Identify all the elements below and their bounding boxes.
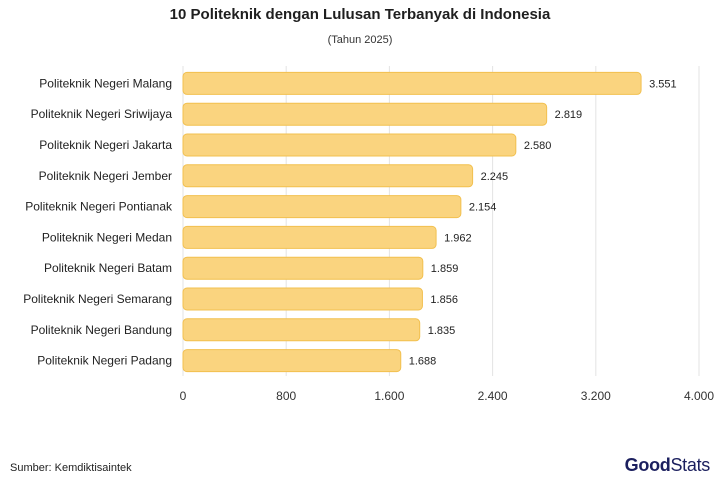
source-note: Sumber: Kemdiktisaintek — [10, 462, 132, 474]
category-label: Politeknik Negeri Medan — [42, 230, 172, 244]
category-label: Politeknik Negeri Jember — [39, 169, 172, 183]
chart-title: 10 Politeknik dengan Lulusan Terbanyak d… — [169, 6, 551, 23]
value-label: 1.835 — [428, 325, 456, 337]
value-label: 2.580 — [524, 140, 552, 152]
category-label: Politeknik Negeri Jakarta — [39, 138, 172, 152]
brand-good: Good — [624, 455, 671, 475]
category-label: Politeknik Negeri Pontianak — [25, 200, 173, 214]
bar — [182, 225, 437, 249]
bar — [182, 133, 517, 157]
value-label: 2.154 — [469, 202, 497, 214]
x-tick-label: 800 — [276, 389, 296, 403]
bar — [182, 195, 462, 219]
value-label: 3.551 — [649, 78, 677, 90]
bar — [182, 102, 548, 126]
brand-stats: Stats — [670, 455, 710, 475]
bar — [182, 256, 424, 280]
value-label: 2.819 — [555, 109, 583, 121]
value-label: 1.859 — [431, 263, 459, 275]
value-label: 2.245 — [481, 171, 509, 183]
value-label: 1.962 — [444, 232, 472, 244]
bar — [182, 71, 642, 95]
category-label: Politeknik Negeri Padang — [37, 354, 172, 368]
bar — [182, 164, 474, 188]
bar — [182, 287, 423, 311]
x-tick-label: 0 — [180, 389, 187, 403]
category-label: Politeknik Negeri Bandung — [31, 323, 172, 337]
category-label: Politeknik Negeri Malang — [39, 76, 172, 90]
value-label: 1.856 — [430, 294, 458, 306]
x-tick-label: 1.600 — [374, 389, 404, 403]
category-label: Politeknik Negeri Batam — [44, 261, 172, 275]
x-tick-label: 3.200 — [581, 389, 611, 403]
bar — [182, 349, 402, 373]
bar — [182, 318, 421, 342]
category-label: Politeknik Negeri Semarang — [23, 292, 172, 306]
chart-subtitle: (Tahun 2025) — [327, 34, 393, 46]
value-label: 1.688 — [409, 356, 437, 368]
bar-chart: 0 800 1.600 2.400 3.200 4.000 Politeknik Neger… — [23, 66, 714, 403]
category-label: Politeknik Negeri Sriwijaya — [31, 107, 173, 121]
x-tick-label: 4.000 — [684, 389, 714, 403]
goodstats-logo: GoodStats — [624, 455, 711, 476]
x-tick-label: 2.400 — [478, 389, 508, 403]
